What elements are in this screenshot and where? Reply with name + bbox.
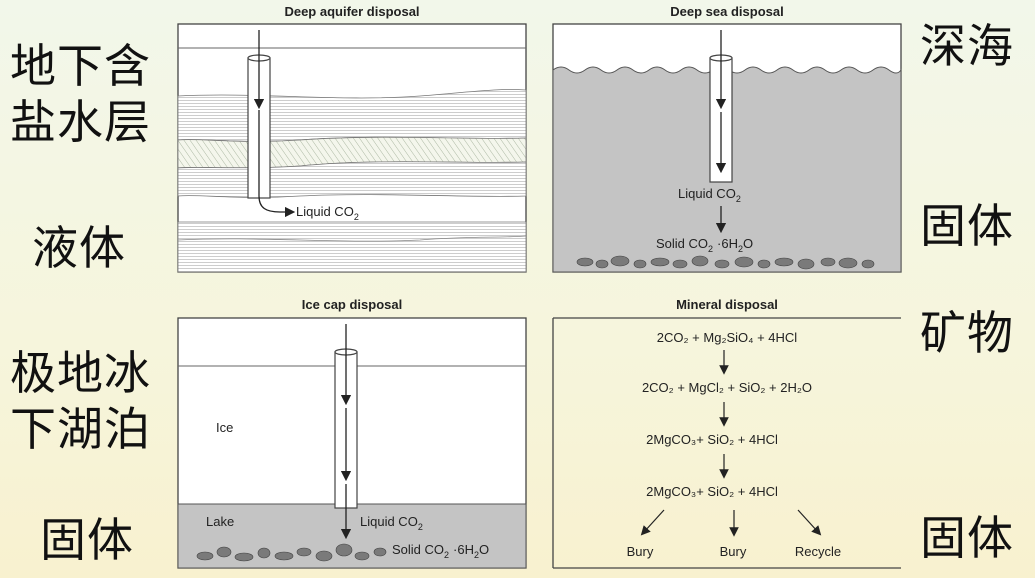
label-solid-left: 固体 [40, 513, 134, 567]
mineral-eq-3: 2MgCO₃+ SiO₂ + 4HCl [646, 432, 778, 447]
mineral-eq-2: 2CO₂ + MgCl₂ + SiO₂ + 2H₂O [642, 380, 812, 395]
label-mineral: 矿物 [920, 306, 1014, 360]
deep-aquifer-label: Liquid CO2 [296, 204, 359, 222]
mineral-eq-4: 2MgCO₃+ SiO₂ + 4HCl [646, 484, 778, 499]
ice-label: Ice [216, 420, 233, 435]
deep-sea-liquid-label: Liquid CO2 [678, 186, 741, 204]
mineral-out-bury-1: Bury [627, 544, 654, 559]
mineral-out-recycle: Recycle [795, 544, 841, 559]
mineral-out-bury-2: Bury [720, 544, 747, 559]
ice-cap-solid-label: Solid CO2·6H2O [392, 542, 489, 560]
label-solid-right-bottom: 固体 [920, 511, 1014, 565]
lake-label: Lake [206, 514, 234, 529]
title-mineral: Mineral disposal [676, 297, 778, 312]
panel-mineral: 2CO₂ + Mg₂SiO₄ + 4HCl 2CO₂ + MgCl₂ + SiO… [552, 317, 901, 569]
label-liquid: 液体 [32, 221, 126, 275]
mineral-eq-1: 2CO₂ + Mg₂SiO₄ + 4HCl [657, 330, 797, 345]
label-subglacial-lake: 极地冰 下湖泊 [10, 346, 151, 456]
panel-ice-cap: Ice Lake Liquid CO2 Solid CO2·6H2O [177, 317, 527, 569]
title-deep-aquifer: Deep aquifer disposal [284, 4, 420, 19]
deep-sea-solid-label: Solid CO2·6H2O [656, 236, 753, 254]
panel-deep-sea: Liquid CO2 Solid CO2·6H2O [552, 23, 902, 273]
ice-cap-liquid-label: Liquid CO2 [360, 514, 423, 532]
label-solid-right-top: 固体 [920, 199, 1014, 253]
title-deep-sea: Deep sea disposal [670, 4, 784, 19]
label-deep-sea: 深海 [920, 19, 1014, 73]
panel-deep-aquifer: Liquid CO2 [177, 23, 527, 273]
label-saline-aquifer: 地下含 盐水层 [10, 39, 151, 149]
title-ice-cap: Ice cap disposal [301, 297, 403, 312]
